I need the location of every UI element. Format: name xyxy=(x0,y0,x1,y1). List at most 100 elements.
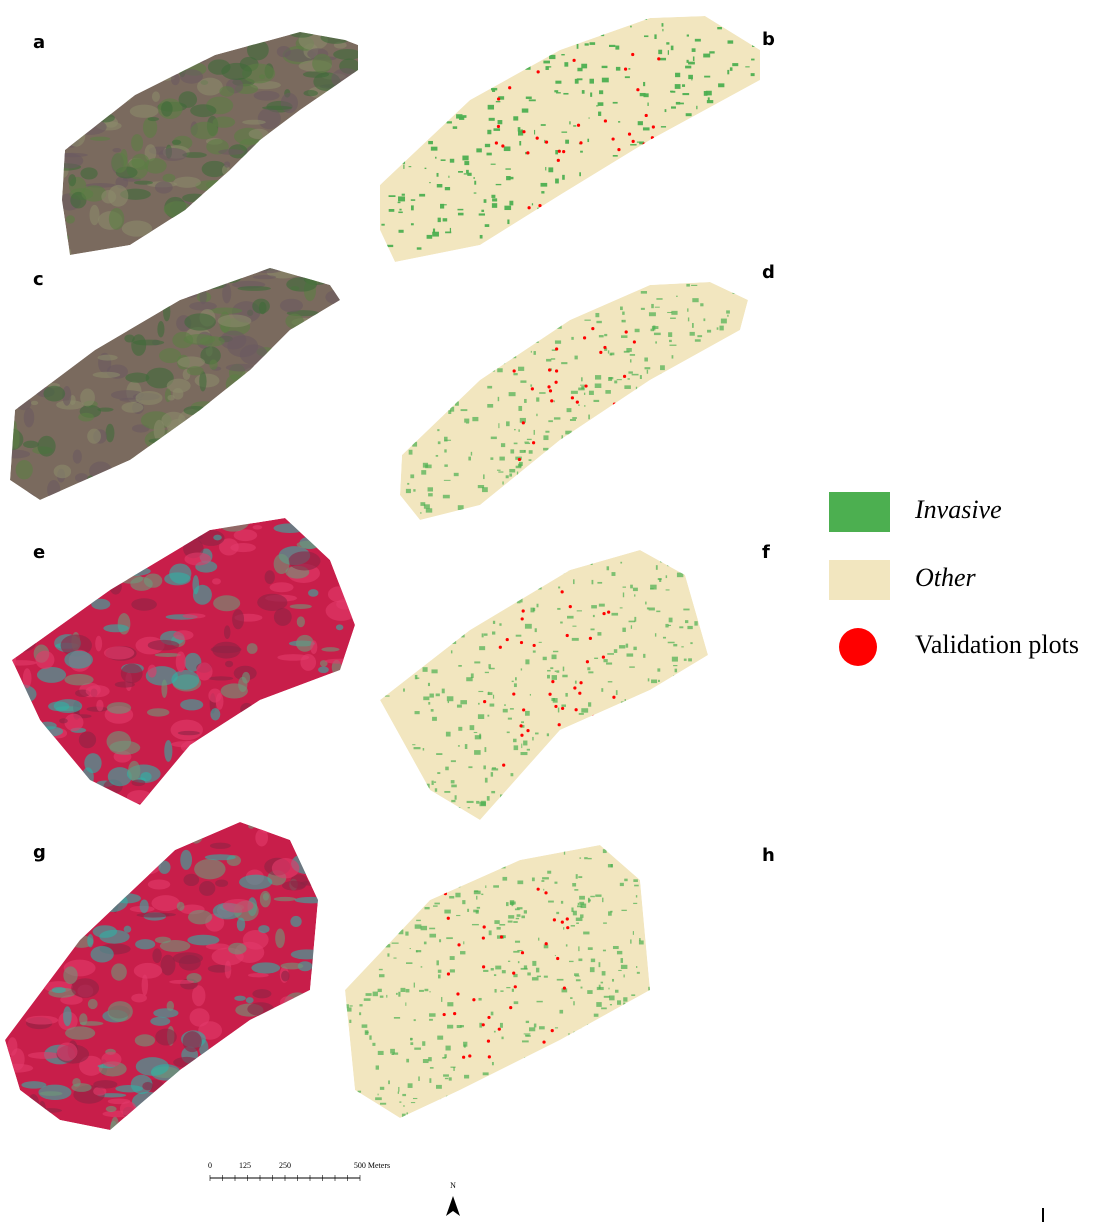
invasive-patch xyxy=(687,626,692,629)
invasive-patch xyxy=(411,374,412,378)
image-texture xyxy=(313,366,336,382)
invasive-patch xyxy=(532,737,533,741)
invasive-patch xyxy=(515,908,520,910)
invasive-patch xyxy=(683,684,690,686)
image-texture xyxy=(7,1037,17,1056)
invasive-patch xyxy=(402,1114,406,1118)
panel-label: d xyxy=(762,262,775,283)
invasive-patch xyxy=(539,765,543,768)
invasive-patch xyxy=(424,73,427,75)
image-texture xyxy=(206,180,235,190)
validation-plot xyxy=(636,397,639,400)
invasive-patch xyxy=(634,806,638,808)
image-texture xyxy=(57,290,82,301)
image-texture xyxy=(107,553,139,568)
image-texture xyxy=(163,1113,184,1130)
validation-plot xyxy=(453,1012,456,1015)
invasive-patch xyxy=(434,291,435,292)
invasive-patch xyxy=(403,599,408,601)
invasive-patch xyxy=(392,628,395,630)
invasive-patch xyxy=(641,308,645,310)
invasive-patch xyxy=(688,674,694,676)
invasive-patch xyxy=(555,340,561,343)
image-texture xyxy=(280,1012,300,1030)
invasive-patch xyxy=(546,359,551,362)
invasive-patch xyxy=(454,884,461,887)
image-texture xyxy=(192,464,225,471)
validation-plot xyxy=(512,972,515,975)
invasive-patch xyxy=(499,866,506,868)
invasive-patch xyxy=(610,1013,612,1017)
invasive-patch xyxy=(726,466,731,467)
invasive-patch xyxy=(533,236,537,238)
invasive-patch xyxy=(637,848,640,850)
image-texture xyxy=(325,659,356,664)
invasive-patch xyxy=(570,419,576,421)
validation-plot xyxy=(522,130,525,133)
image-texture xyxy=(156,275,185,284)
image-texture xyxy=(214,1099,229,1119)
image-texture xyxy=(150,1017,170,1026)
image-texture xyxy=(32,568,53,577)
invasive-patch xyxy=(634,617,636,622)
invasive-patch xyxy=(441,997,442,1002)
image-texture xyxy=(106,547,120,569)
invasive-patch xyxy=(565,1047,572,1052)
validation-plot xyxy=(624,68,627,71)
image-texture xyxy=(28,1052,61,1059)
image-texture xyxy=(253,525,263,529)
invasive-patch xyxy=(641,787,646,788)
validation-plot xyxy=(508,86,511,89)
invasive-patch xyxy=(444,595,446,597)
image-texture xyxy=(294,143,326,165)
image-texture xyxy=(54,351,65,366)
invasive-patch xyxy=(618,1048,621,1051)
invasive-patch xyxy=(410,1042,413,1045)
image-texture xyxy=(184,313,216,330)
image-texture xyxy=(131,154,149,170)
invasive-patch xyxy=(744,489,750,493)
invasive-patch xyxy=(464,870,470,873)
invasive-patch xyxy=(476,856,482,859)
invasive-patch xyxy=(638,121,643,125)
invasive-patch xyxy=(688,373,691,374)
invasive-patch xyxy=(491,36,494,38)
image-texture xyxy=(191,791,217,804)
scale-label: 250 xyxy=(279,1161,291,1170)
invasive-patch xyxy=(591,605,597,608)
image-texture xyxy=(274,186,294,202)
invasive-patch xyxy=(428,702,430,705)
invasive-patch xyxy=(602,496,605,498)
invasive-patch xyxy=(487,715,489,717)
image-texture xyxy=(161,101,173,117)
invasive-patch xyxy=(569,448,572,452)
image-texture xyxy=(225,1085,247,1089)
invasive-patch xyxy=(584,551,590,553)
image-texture xyxy=(59,72,78,94)
image-texture xyxy=(230,433,248,451)
invasive-patch xyxy=(446,520,450,522)
invasive-patch xyxy=(510,449,514,453)
invasive-patch xyxy=(695,170,697,172)
invasive-patch xyxy=(428,363,433,365)
invasive-patch xyxy=(640,375,642,379)
invasive-patch xyxy=(690,126,692,127)
invasive-patch xyxy=(455,893,460,898)
invasive-patch xyxy=(521,916,525,919)
invasive-patch xyxy=(647,183,649,187)
invasive-patch xyxy=(567,442,572,443)
invasive-patch xyxy=(705,713,709,716)
image-texture xyxy=(334,219,363,240)
invasive-patch xyxy=(628,378,630,379)
image-texture xyxy=(108,185,128,207)
invasive-patch xyxy=(483,352,487,357)
invasive-patch xyxy=(539,20,542,23)
image-texture xyxy=(187,366,204,375)
image-texture xyxy=(228,943,246,955)
invasive-patch xyxy=(523,558,525,563)
invasive-patch xyxy=(510,900,514,905)
invasive-patch xyxy=(398,796,404,801)
invasive-patch xyxy=(603,757,610,759)
image-texture xyxy=(312,206,324,220)
invasive-patch xyxy=(394,1017,400,1019)
